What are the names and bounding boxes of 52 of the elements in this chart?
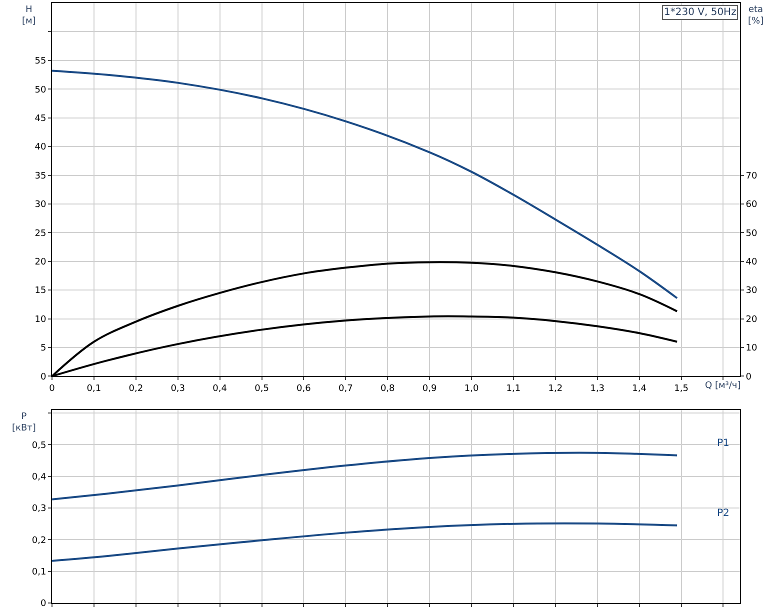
y-tick-label: 0,5 bbox=[32, 440, 46, 451]
x-tick-label: 1,4 bbox=[632, 384, 647, 394]
text: P1 bbox=[717, 438, 730, 449]
y2-tick-label: 10 bbox=[746, 344, 758, 354]
x-tick-label: 0 bbox=[49, 384, 56, 394]
y2-tick-label: 0 bbox=[746, 372, 752, 382]
y-tick-label: 10 bbox=[34, 314, 46, 325]
y-tick-label: 0,2 bbox=[32, 536, 46, 546]
y-tick-label: 0 bbox=[40, 599, 46, 610]
y2-tick-label: 60 bbox=[746, 200, 758, 210]
y-tick-label: 35 bbox=[34, 171, 46, 182]
y2-tick-label: 30 bbox=[746, 286, 758, 296]
y-tick-label: 40 bbox=[34, 142, 46, 153]
x-tick-label: 0,1 bbox=[86, 384, 102, 394]
y-axis-title: H [м] bbox=[22, 5, 36, 27]
y2-axis-title: eta [%] bbox=[748, 5, 764, 27]
x-axis-title: Q [м³/ч] bbox=[705, 381, 741, 391]
y-tick-label: 50 bbox=[34, 85, 46, 96]
x-tick-label: 1,3 bbox=[590, 384, 605, 394]
y-tick-label: 0,4 bbox=[32, 472, 46, 482]
y-tick-label: 5 bbox=[40, 344, 46, 354]
y-tick-label: 15 bbox=[34, 286, 46, 296]
chart-title: 1*230 V, 50Hz bbox=[664, 7, 736, 18]
x-tick-label: 1,5 bbox=[674, 384, 688, 394]
x-tick-label: 0,4 bbox=[212, 384, 228, 394]
y2-tick-label: 40 bbox=[746, 258, 758, 268]
x-tick-label: 0,5 bbox=[254, 384, 269, 394]
text: P2 bbox=[717, 508, 730, 519]
x-tick-label: 0,9 bbox=[422, 384, 437, 394]
x-tick-label: 1,0 bbox=[464, 384, 479, 394]
x-tick-label: 1,1 bbox=[506, 384, 521, 394]
y-tick-label: 0 bbox=[40, 372, 46, 382]
line-series bbox=[52, 522, 678, 562]
x-tick-label: 0,6 bbox=[296, 384, 312, 394]
y-tick-label: 30 bbox=[34, 200, 46, 210]
x-tick-label: 0,3 bbox=[170, 384, 186, 394]
line-series bbox=[52, 452, 678, 500]
y-tick-label: 0,3 bbox=[32, 504, 46, 514]
x-tick-label: 0,8 bbox=[380, 384, 396, 394]
line-series bbox=[52, 70, 678, 300]
y2-tick-label: 20 bbox=[746, 314, 758, 325]
y-tick-label: 0,1 bbox=[32, 567, 46, 578]
y2-tick-label: 70 bbox=[746, 171, 758, 182]
x-tick-label: 1,2 bbox=[548, 384, 563, 394]
y-tick-label: 55 bbox=[34, 56, 46, 67]
y2-tick-label: 50 bbox=[746, 228, 758, 239]
y-tick-label: 25 bbox=[34, 228, 46, 239]
x-tick-label: 0,7 bbox=[338, 384, 353, 394]
y-tick-label: 45 bbox=[34, 114, 46, 124]
y-axis-title: P [кВт] bbox=[12, 412, 36, 434]
x-tick-label: 0,2 bbox=[128, 384, 144, 394]
y-tick-label: 20 bbox=[34, 258, 46, 268]
